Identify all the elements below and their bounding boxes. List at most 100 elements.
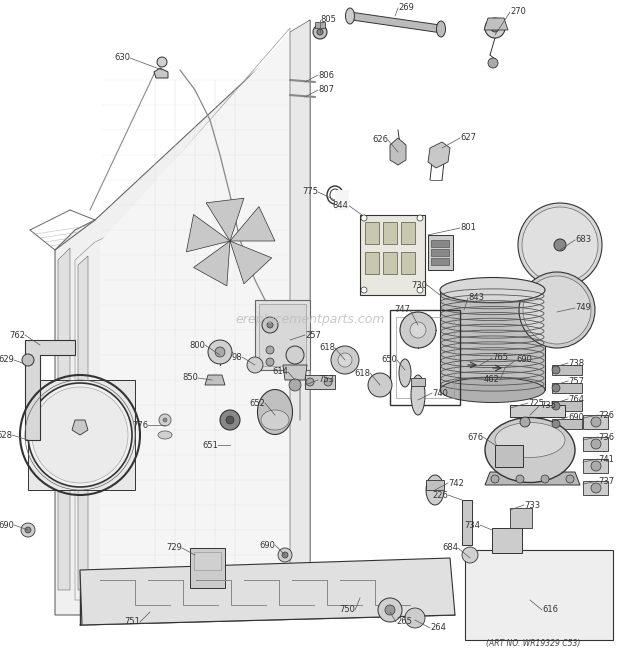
Bar (462, 500, 472, 545)
Circle shape (289, 379, 301, 391)
Bar (390, 310, 460, 405)
Polygon shape (290, 20, 310, 600)
Text: 729: 729 (166, 543, 182, 553)
Ellipse shape (436, 21, 446, 37)
Circle shape (520, 417, 530, 427)
Bar (335, 190, 349, 210)
Text: 690: 690 (568, 412, 584, 422)
Bar (510, 405, 565, 417)
Circle shape (491, 475, 499, 483)
Circle shape (516, 475, 524, 483)
Circle shape (28, 383, 132, 487)
Circle shape (21, 523, 35, 537)
Text: 742: 742 (448, 479, 464, 488)
Text: 626: 626 (372, 136, 388, 145)
Polygon shape (283, 365, 307, 380)
Polygon shape (230, 206, 275, 241)
Polygon shape (25, 340, 75, 440)
Polygon shape (78, 256, 88, 590)
Polygon shape (55, 20, 310, 615)
Text: 805: 805 (320, 15, 336, 24)
Polygon shape (58, 248, 70, 590)
Ellipse shape (426, 475, 444, 505)
Ellipse shape (411, 375, 425, 415)
Ellipse shape (485, 418, 575, 483)
Circle shape (519, 272, 595, 348)
Circle shape (267, 322, 273, 328)
Bar (552, 383, 582, 393)
Circle shape (541, 475, 549, 483)
Bar (305, 375, 335, 389)
Circle shape (25, 527, 31, 533)
Text: 614: 614 (272, 368, 288, 377)
Circle shape (462, 547, 478, 563)
Circle shape (552, 366, 560, 374)
Text: 652: 652 (249, 399, 265, 407)
Circle shape (22, 354, 34, 366)
Circle shape (32, 387, 128, 483)
Text: 764: 764 (568, 395, 584, 403)
Bar (552, 419, 582, 429)
Circle shape (361, 287, 367, 293)
Bar (552, 401, 582, 411)
Bar (492, 528, 522, 553)
Ellipse shape (261, 410, 289, 430)
Circle shape (220, 410, 240, 430)
Text: 806: 806 (318, 71, 334, 79)
Circle shape (552, 384, 560, 392)
Text: 226: 226 (432, 490, 448, 500)
Bar (510, 508, 532, 528)
Circle shape (552, 420, 560, 428)
Polygon shape (205, 375, 225, 385)
Circle shape (491, 24, 499, 32)
Bar (426, 480, 444, 490)
Bar (401, 222, 415, 244)
Text: 807: 807 (318, 85, 334, 95)
Bar (396, 317, 454, 398)
Text: 776: 776 (132, 420, 148, 430)
Text: 800: 800 (189, 340, 205, 350)
Circle shape (163, 418, 167, 422)
Text: 733: 733 (524, 500, 540, 510)
Circle shape (405, 608, 425, 628)
Bar (431, 258, 449, 265)
Ellipse shape (495, 422, 565, 457)
Circle shape (591, 439, 601, 449)
Text: 683: 683 (575, 235, 591, 245)
Polygon shape (187, 215, 230, 252)
Polygon shape (206, 198, 244, 241)
Circle shape (552, 402, 560, 410)
Circle shape (317, 29, 323, 35)
Polygon shape (154, 68, 168, 78)
Text: 630: 630 (114, 54, 130, 63)
Ellipse shape (399, 359, 411, 387)
Text: 265: 265 (396, 617, 412, 627)
Circle shape (417, 287, 423, 293)
Text: 725: 725 (528, 399, 544, 407)
Text: 98: 98 (231, 352, 242, 362)
Circle shape (488, 58, 498, 68)
Circle shape (361, 215, 367, 221)
Text: 735: 735 (540, 401, 556, 410)
Ellipse shape (440, 278, 545, 303)
Text: 843: 843 (468, 293, 484, 303)
Text: ereplacementparts.com: ereplacementparts.com (235, 313, 385, 327)
Text: 462: 462 (484, 375, 500, 385)
Circle shape (331, 346, 359, 374)
Circle shape (410, 322, 426, 338)
Polygon shape (350, 12, 442, 33)
Text: 737: 737 (598, 477, 614, 485)
Circle shape (400, 312, 436, 348)
Bar (428, 235, 453, 270)
Text: 257: 257 (305, 330, 321, 340)
Bar (383, 252, 397, 274)
Bar (365, 222, 379, 244)
Polygon shape (193, 241, 230, 286)
Bar (583, 415, 608, 429)
Bar (583, 481, 608, 495)
Text: 726: 726 (598, 410, 614, 420)
Text: 753: 753 (318, 375, 334, 385)
Text: 690: 690 (259, 541, 275, 549)
Bar (255, 300, 310, 370)
Circle shape (417, 215, 423, 221)
